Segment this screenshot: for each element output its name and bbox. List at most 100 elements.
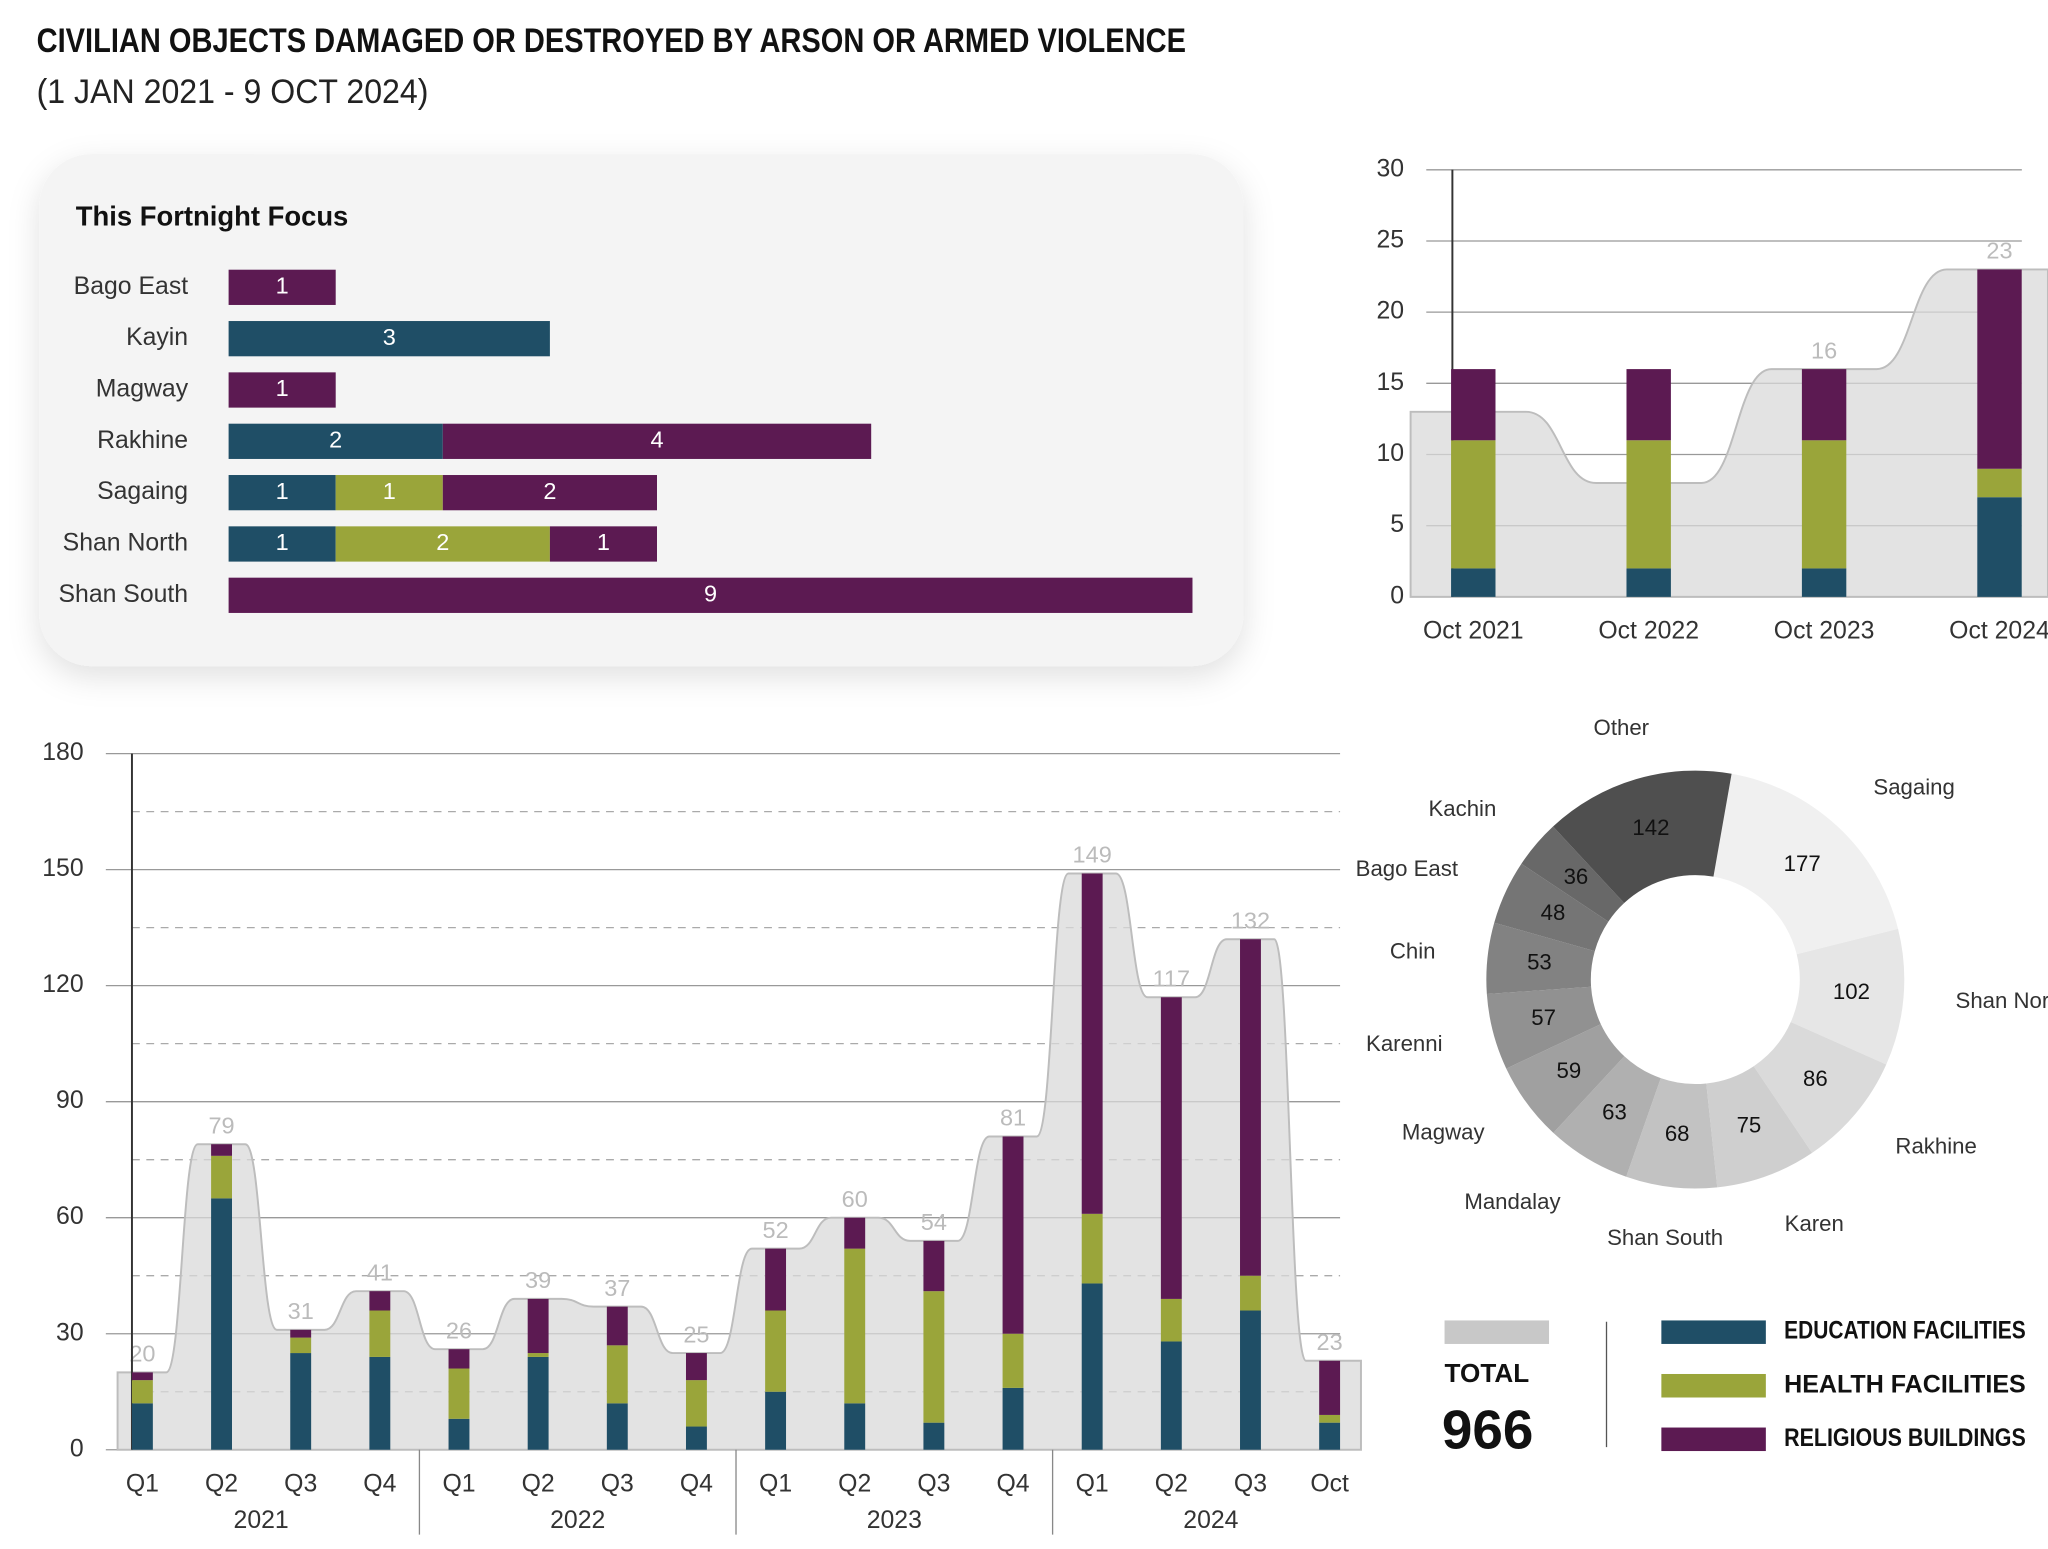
y-tick-label: 25 bbox=[1376, 227, 1404, 254]
donut-slice bbox=[1790, 928, 1905, 1065]
bar-segment bbox=[685, 1380, 707, 1427]
total-label: 132 bbox=[1231, 907, 1270, 933]
x-tick-label: Q2 bbox=[838, 1471, 871, 1498]
category-label: Bago East bbox=[74, 273, 189, 300]
total-label: 149 bbox=[1073, 842, 1112, 868]
bar-segment bbox=[290, 1329, 312, 1338]
bar-segment bbox=[369, 1356, 391, 1450]
slice-label: Shan North bbox=[1956, 988, 2048, 1013]
x-tick-label: Q1 bbox=[1076, 1471, 1109, 1498]
value-label: 1 bbox=[276, 375, 289, 401]
bar-segment bbox=[1319, 1414, 1341, 1423]
bar-segment bbox=[1002, 1387, 1024, 1450]
bar-segment bbox=[1801, 440, 1847, 569]
bar-segment bbox=[228, 321, 550, 357]
total-area bbox=[1409, 268, 2048, 598]
donut-slice bbox=[1626, 1078, 1718, 1189]
x-tick-label: Q3 bbox=[284, 1471, 317, 1498]
bar-segment bbox=[606, 1403, 628, 1450]
bar-segment bbox=[1319, 1360, 1341, 1415]
donut-slice bbox=[1521, 826, 1625, 922]
slice-label: Bago East bbox=[1356, 856, 1458, 881]
bar-segment bbox=[1081, 873, 1103, 1214]
donut-slice bbox=[1753, 1022, 1887, 1153]
bar-segment bbox=[844, 1217, 866, 1249]
category-label: Kayin bbox=[126, 324, 188, 351]
bar-segment bbox=[290, 1353, 312, 1450]
bar-segment bbox=[606, 1345, 628, 1404]
bar-segment bbox=[1451, 568, 1496, 597]
bar-segment bbox=[369, 1291, 391, 1311]
bar-segment bbox=[1240, 1275, 1261, 1311]
total-label: 39 bbox=[525, 1267, 551, 1293]
x-tick-label: Q2 bbox=[205, 1471, 238, 1498]
bar-segment bbox=[923, 1422, 945, 1450]
value-label: 2 bbox=[543, 478, 556, 504]
legend-total-value: 966 bbox=[1442, 1399, 1534, 1461]
slice-value: 53 bbox=[1527, 949, 1552, 974]
total-label: 31 bbox=[288, 1298, 314, 1324]
slice-value: 48 bbox=[1541, 900, 1566, 925]
bar-segment bbox=[1977, 468, 2022, 498]
value-label: 1 bbox=[276, 529, 289, 555]
slice-value: 63 bbox=[1602, 1100, 1627, 1125]
legend-label: HEALTH FACILITIES bbox=[1784, 1371, 2026, 1398]
total-label: 117 bbox=[1153, 965, 1190, 991]
slice-label: Sagaing bbox=[1873, 774, 1954, 799]
slice-label: Other bbox=[1594, 715, 1650, 740]
bar-segment bbox=[685, 1426, 707, 1450]
bar-segment bbox=[448, 1368, 470, 1419]
value-label: 4 bbox=[650, 427, 663, 453]
legend-label: RELIGIOUS BUILDINGS bbox=[1784, 1425, 2026, 1452]
bar-segment bbox=[1081, 1283, 1103, 1450]
category-label: Magway bbox=[96, 376, 189, 403]
y-tick-label: 20 bbox=[1376, 298, 1404, 325]
slice-value: 102 bbox=[1833, 979, 1870, 1004]
value-label: 2 bbox=[436, 529, 449, 555]
value-label: 1 bbox=[597, 529, 610, 555]
total-label: 60 bbox=[842, 1186, 868, 1212]
slice-label: Magway bbox=[1402, 1120, 1486, 1145]
bar-segment bbox=[549, 526, 657, 562]
bar-segment bbox=[211, 1155, 232, 1199]
total-label: 81 bbox=[1000, 1105, 1026, 1131]
bar-segment bbox=[1801, 369, 1847, 441]
donut-slice bbox=[1506, 1024, 1625, 1133]
group-label: 2024 bbox=[1183, 1507, 1238, 1534]
bar-segment bbox=[1801, 568, 1847, 597]
x-tick-label: Q1 bbox=[759, 1471, 792, 1498]
donut-slice bbox=[1486, 986, 1601, 1069]
bar-segment bbox=[228, 526, 336, 562]
bar-segment bbox=[1160, 997, 1182, 1299]
slice-value: 86 bbox=[1803, 1066, 1828, 1091]
category-label: Rakhine bbox=[97, 427, 188, 454]
focus-title: This Fortnight Focus bbox=[76, 200, 349, 231]
value-label: 9 bbox=[704, 581, 717, 607]
legend-swatch bbox=[1661, 1427, 1766, 1452]
x-tick-label: Oct 2024 bbox=[1949, 618, 2048, 645]
bar-segment bbox=[1081, 1213, 1103, 1284]
x-tick-label: Oct bbox=[1310, 1471, 1349, 1498]
bar-segment bbox=[228, 269, 336, 305]
bar-segment bbox=[1626, 440, 1671, 569]
bar-segment bbox=[765, 1248, 787, 1311]
bar-segment bbox=[685, 1353, 707, 1381]
bar-segment bbox=[442, 423, 872, 459]
bar-segment bbox=[1002, 1333, 1024, 1388]
bar-segment bbox=[527, 1356, 549, 1450]
total-label: 25 bbox=[683, 1321, 709, 1347]
value-label: 3 bbox=[383, 324, 396, 350]
donut-slice bbox=[1713, 773, 1899, 955]
bar-segment bbox=[131, 1380, 153, 1404]
y-tick-label: 30 bbox=[56, 1319, 84, 1346]
total-label: 52 bbox=[763, 1217, 789, 1243]
x-tick-label: Q2 bbox=[522, 1471, 555, 1498]
x-tick-label: Oct 2022 bbox=[1598, 618, 1699, 645]
bar-segment bbox=[228, 423, 443, 459]
category-label: Shan North bbox=[63, 530, 188, 557]
x-tick-label: Q3 bbox=[1234, 1471, 1267, 1498]
slice-value: 57 bbox=[1531, 1005, 1556, 1030]
legend-swatch bbox=[1661, 1373, 1766, 1398]
